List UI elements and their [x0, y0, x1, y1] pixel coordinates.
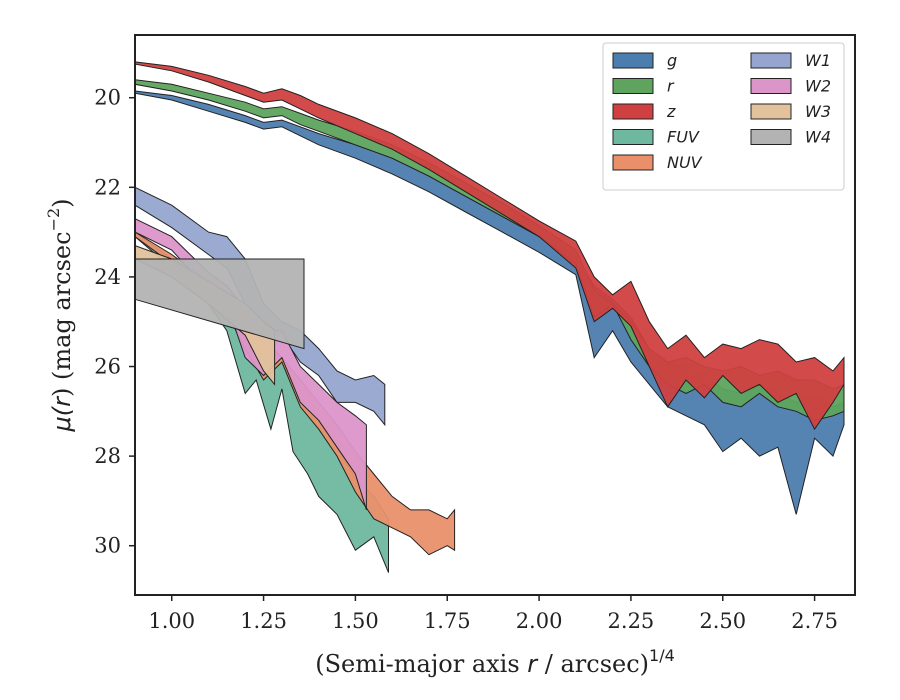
y-tick-label: 28	[94, 444, 121, 468]
legend-swatch-fuv	[612, 129, 654, 145]
band-w4	[134, 258, 305, 350]
legend-label-w1: W1	[805, 51, 831, 70]
x-tick-label: 1.00	[148, 609, 195, 633]
legend-swatch-nuv	[612, 154, 654, 171]
legend-label-w3: W3	[805, 102, 831, 121]
legend-swatch-r	[612, 78, 654, 94]
y-tick-label: 30	[94, 534, 121, 558]
x-tick-label: 2.25	[608, 609, 655, 633]
x-tick-label: 1.50	[332, 609, 379, 633]
legend-label-g: g	[667, 51, 677, 70]
x-tick-label: 2.50	[699, 609, 746, 633]
legend-label-r: r	[667, 77, 675, 96]
x-tick-label: 1.25	[240, 609, 287, 633]
legend-swatch-z	[612, 103, 654, 120]
y-tick-label: 26	[94, 355, 121, 379]
x-tick-label: 1.75	[424, 609, 471, 633]
band-z	[134, 61, 845, 431]
y-tick-label: 20	[94, 86, 121, 110]
legend-swatch-w3	[750, 103, 792, 120]
plot-frame	[134, 34, 856, 596]
legend-label-z: z	[666, 102, 676, 121]
series-bands	[134, 61, 845, 573]
y-tick-label: 24	[94, 265, 121, 289]
legend-swatch-w4	[750, 129, 792, 145]
legend-label-w2: W2	[805, 77, 831, 96]
x-axis: 1.00 1.25 1.50 1.75 2.00 2.25 2.50 2.75	[148, 595, 838, 633]
x-tick-label: 2.75	[791, 609, 838, 633]
legend-label-fuv: FUV	[667, 128, 700, 147]
legend: grz FUV NUV W1 W2 W3 W4	[602, 42, 845, 191]
y-tick-label: 22	[94, 175, 121, 199]
y-axis-label: μ(r) (mag arcsec−2)	[44, 198, 76, 432]
legend-swatch-w1	[750, 52, 792, 69]
legend-swatch-w2	[750, 78, 792, 94]
legend-swatch-g	[612, 52, 654, 69]
legend-label-w4: W4	[805, 128, 831, 147]
x-tick-label: 2.00	[516, 609, 563, 633]
x-axis-label: (Semi-major axis r / arcsec)1/4	[315, 646, 675, 678]
y-axis: 20 22 24 26 28 30	[94, 86, 135, 558]
legend-label-nuv: NUV	[667, 153, 703, 172]
